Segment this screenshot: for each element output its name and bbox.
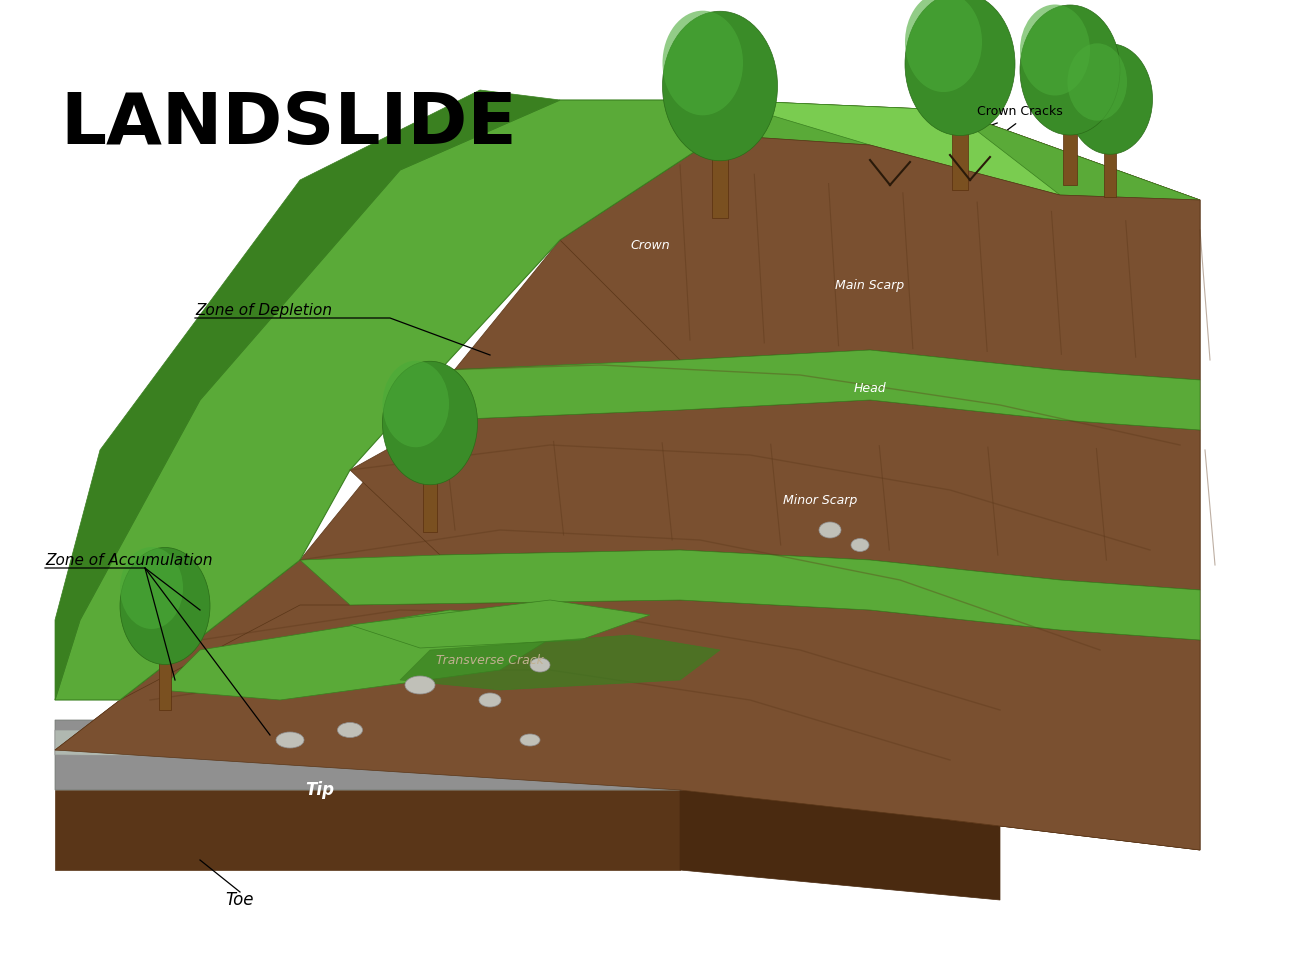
Text: Zone of Depletion: Zone of Depletion [195, 303, 332, 318]
Ellipse shape [520, 734, 540, 746]
Polygon shape [301, 550, 1200, 640]
Ellipse shape [663, 11, 742, 116]
Text: LANDSLIDE: LANDSLIDE [60, 90, 516, 159]
Polygon shape [720, 100, 1200, 200]
Polygon shape [680, 790, 1000, 900]
Ellipse shape [405, 676, 435, 694]
Polygon shape [559, 135, 1200, 380]
Bar [423, 480, 437, 532]
Text: Minor Scarp: Minor Scarp [783, 494, 857, 507]
Text: Toe: Toe [226, 891, 255, 909]
Ellipse shape [851, 538, 869, 552]
Ellipse shape [478, 693, 501, 707]
Text: Crown: Crown [630, 238, 669, 252]
Polygon shape [55, 790, 680, 870]
Ellipse shape [904, 0, 982, 92]
Polygon shape [350, 600, 650, 648]
Bar [1104, 150, 1116, 197]
Text: Main Scarp: Main Scarp [835, 278, 904, 291]
Polygon shape [55, 720, 1000, 790]
Ellipse shape [120, 547, 183, 629]
Text: Transverse Crack: Transverse Crack [437, 654, 544, 666]
Polygon shape [950, 110, 1200, 850]
Polygon shape [55, 600, 1200, 850]
Bar [712, 155, 728, 219]
Ellipse shape [531, 658, 550, 672]
Ellipse shape [276, 732, 305, 748]
Polygon shape [350, 400, 1200, 590]
Polygon shape [440, 350, 1200, 430]
Ellipse shape [120, 548, 210, 664]
Bar [953, 130, 967, 190]
Text: Tip: Tip [306, 781, 335, 799]
Bar [158, 660, 171, 710]
Ellipse shape [1068, 43, 1127, 121]
Polygon shape [55, 100, 720, 700]
Ellipse shape [1068, 44, 1153, 154]
Ellipse shape [663, 11, 778, 161]
Ellipse shape [819, 522, 840, 538]
Polygon shape [55, 90, 559, 700]
Polygon shape [400, 635, 720, 690]
Polygon shape [55, 730, 620, 760]
Polygon shape [720, 100, 1060, 195]
Ellipse shape [337, 722, 362, 738]
Text: Zone of Accumulation: Zone of Accumulation [44, 553, 213, 567]
Ellipse shape [1019, 5, 1120, 135]
Bar [1063, 130, 1077, 185]
Polygon shape [55, 100, 1200, 850]
Text: Head: Head [853, 381, 886, 395]
Ellipse shape [1019, 5, 1090, 95]
Polygon shape [159, 610, 580, 700]
Ellipse shape [383, 361, 450, 447]
Text: Crown Cracks: Crown Cracks [978, 105, 1063, 118]
Ellipse shape [383, 362, 477, 485]
Ellipse shape [904, 0, 1016, 135]
